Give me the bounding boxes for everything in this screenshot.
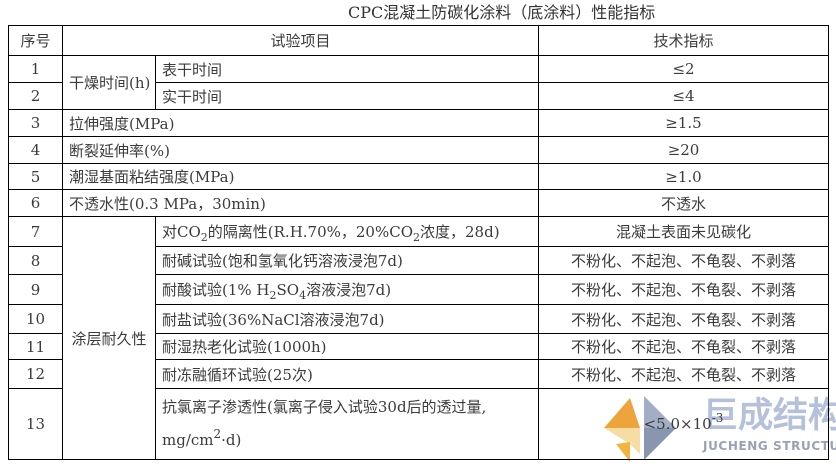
indicator-cell: 不透水 (538, 189, 830, 217)
subscript: 2 (200, 231, 208, 244)
row-number-cell: 3 (8, 109, 63, 137)
table-row: 6 不透水性(0.3 MPa，30min) 不透水 (8, 189, 830, 217)
indicator-cell: 不粉化、不起泡、不龟裂、不剥落 (538, 304, 830, 334)
row-number-cell: 11 (8, 333, 63, 360)
header-row: 序号 试验项目 技术指标 (8, 25, 830, 56)
column-header-no: 序号 (8, 25, 63, 56)
indicator-cell: 不粉化、不起泡、不龟裂、不剥落 (538, 359, 830, 389)
test-item-cell: 潮湿基面粘结强度(MPa) (61, 163, 540, 190)
rich-text-part: 耐酸试验(1% H (162, 281, 270, 299)
indicator-cell: ≥1.0 (538, 163, 830, 190)
table-row: 4 断裂延伸率(%) ≥20 (8, 136, 830, 164)
table-row: 11 耐湿热老化试验(1000h) 不粉化、不起泡、不龟裂、不剥落 (8, 333, 830, 360)
test-item-cell: 实干时间 (154, 82, 540, 110)
test-item-cell: 对CO2的隔离性(R.H.70%，20%CO2浓度，28d) (154, 216, 540, 247)
rich-text-part: ·d) (221, 431, 242, 449)
subscript: 4 (299, 289, 307, 302)
group-cell-coating-durability: 涂层耐久性 (62, 216, 156, 460)
row-number-cell: 13 (8, 388, 63, 460)
table-row: 1 干燥时间(h) 表干时间 ≤2 (8, 55, 830, 110)
row-number-cell: 9 (8, 274, 63, 305)
row-number-cell: 7 (8, 216, 63, 247)
indicator-cell: <5.0×10-3 (538, 388, 830, 460)
page-title: CPC混凝土防碳化涂料（底涂料）性能指标 (348, 3, 656, 22)
rich-text-part: 的隔离性(R.H.70%，20%CO (207, 223, 413, 241)
table-row: 10 耐盐试验(36%NaCl溶液浸泡7d) 不粉化、不起泡、不龟裂、不剥落 (8, 304, 830, 334)
performance-table: 序号 试验项目 技术指标 1 干燥时间(h) 表干时间 ≤2 2 实干时间 ≤4… (8, 25, 830, 460)
test-item-cell: 拉伸强度(MPa) (61, 109, 540, 137)
rich-text-part: <5.0×10 (643, 415, 712, 433)
table-row: 3 拉伸强度(MPa) ≥1.5 (8, 109, 830, 137)
rich-text-part: 浓度，28d) (420, 223, 500, 241)
rich-text-part: 对CO (162, 223, 201, 241)
superscript: -3 (711, 411, 724, 425)
column-header-item: 试验项目 (61, 25, 540, 56)
indicator-cell: ≥1.5 (538, 109, 830, 137)
test-item-cell: 不透水性(0.3 MPa，30min) (61, 189, 540, 217)
indicator-cell: 不粉化、不起泡、不龟裂、不剥落 (538, 274, 830, 305)
table-row: 9 耐酸试验(1% H2SO4溶液浸泡7d) 不粉化、不起泡、不龟裂、不剥落 (8, 274, 830, 305)
row-number-cell: 5 (8, 163, 63, 190)
rich-text-part: 溶液浸泡7d) (306, 281, 392, 299)
table-row: 12 耐冻融循环试验(25次) 不粉化、不起泡、不龟裂、不剥落 (8, 359, 830, 389)
rich-text-part: SO (276, 281, 300, 299)
table-row: 8 耐碱试验(饱和氢氧化钙溶液浸泡7d) 不粉化、不起泡、不龟裂、不剥落 (8, 246, 830, 275)
row-number-cell: 12 (8, 359, 63, 389)
column-header-indicator: 技术指标 (538, 25, 830, 56)
table-row: 13 抗氯离子渗透性(氯离子侵入试验30d后的透过量, mg/cm2·d) <5… (8, 388, 830, 460)
indicator-cell: ≤4 (538, 82, 830, 110)
test-item-cell: 耐冻融循环试验(25次) (154, 359, 540, 389)
test-item-cell: 抗氯离子渗透性(氯离子侵入试验30d后的透过量, mg/cm2·d) (154, 388, 540, 460)
test-item-cell: 耐湿热老化试验(1000h) (154, 333, 540, 360)
table-row: 7 涂层耐久性 对CO2的隔离性(R.H.70%，20%CO2浓度，28d) 混… (8, 216, 830, 460)
test-item-cell: 耐盐试验(36%NaCl溶液浸泡7d) (154, 304, 540, 334)
row-number-cell: 1 (8, 55, 63, 83)
indicator-cell: 不粉化、不起泡、不龟裂、不剥落 (538, 333, 830, 360)
indicator-cell: 不粉化、不起泡、不龟裂、不剥落 (538, 246, 830, 275)
indicator-cell: 混凝土表面未见碳化 (538, 216, 830, 247)
indicator-cell: ≤2 (538, 55, 830, 83)
test-item-cell: 耐酸试验(1% H2SO4溶液浸泡7d) (154, 274, 540, 305)
test-item-cell: 断裂延伸率(%) (61, 136, 540, 164)
row-number-cell: 6 (8, 189, 63, 217)
rich-text-part: 抗氯离子渗透性(氯离子侵入试验30d后的透过量, mg/cm (162, 398, 487, 449)
table-row: 5 潮湿基面粘结强度(MPa) ≥1.0 (8, 163, 830, 190)
row-number-cell: 10 (8, 304, 63, 334)
subscript: 2 (413, 231, 420, 244)
row-number-cell: 2 (8, 82, 63, 110)
subscript: 2 (269, 289, 277, 302)
superscript: 2 (213, 427, 222, 441)
group-cell-drying-time: 干燥时间(h) (62, 55, 156, 110)
test-item-cell: 耐碱试验(饱和氢氧化钙溶液浸泡7d) (154, 246, 540, 275)
test-item-cell: 表干时间 (154, 55, 540, 83)
row-number-cell: 4 (8, 136, 63, 164)
row-number-cell: 8 (8, 246, 63, 275)
indicator-cell: ≥20 (538, 136, 830, 164)
